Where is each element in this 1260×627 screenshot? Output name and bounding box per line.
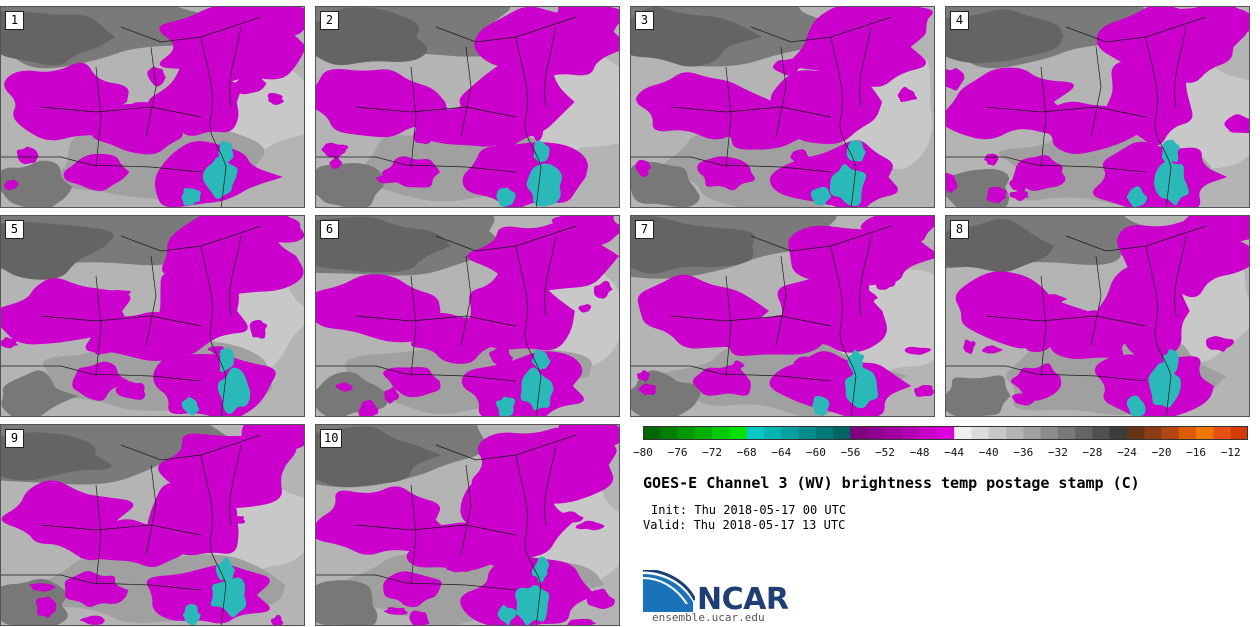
- init-time: Init: Thu 2018-05-17 00 UTC: [651, 503, 847, 517]
- water-vapor-map: [1, 216, 304, 416]
- colorbar-tick-label: −60: [805, 446, 826, 459]
- map-panel-7: 7: [630, 215, 935, 417]
- colorbar-segment: [746, 426, 765, 440]
- colorbar-segment: [988, 426, 1007, 440]
- map-panel-1: 1: [0, 6, 305, 208]
- water-vapor-map: [316, 425, 619, 625]
- colorbar-segment: [1213, 426, 1232, 440]
- colorbar-tick-label: −40: [978, 446, 999, 459]
- colorbar-segment: [1161, 426, 1180, 440]
- page-title: GOES-E Channel 3 (WV) brightness temp po…: [643, 474, 1140, 492]
- map-panel-5: 5: [0, 215, 305, 417]
- map-panel-2: 2: [315, 6, 620, 208]
- logo-wordmark: NCAR: [697, 582, 789, 617]
- panel-number: 2: [320, 11, 339, 30]
- colorbar-segment: [867, 426, 886, 440]
- colorbar-tick-label: −16: [1186, 446, 1207, 459]
- colorbar-segment: [694, 426, 713, 440]
- logo-url: ensemble.ucar.edu: [652, 611, 765, 624]
- panel-number: 7: [635, 220, 654, 239]
- colorbar-segment: [1144, 426, 1162, 440]
- colorbar-segment: [1057, 426, 1076, 440]
- colorbar-segment: [798, 426, 817, 440]
- panel-number: 5: [5, 220, 24, 239]
- panel-number: 1: [5, 11, 24, 30]
- panel-number: 6: [320, 220, 339, 239]
- colorbar-tick-label: −36: [1013, 446, 1034, 459]
- colorbar-tick-label: −48: [909, 446, 930, 459]
- colorbar-segment: [902, 426, 920, 440]
- colorbar-tick-label: −20: [1151, 446, 1172, 459]
- colorbar-segment: [919, 426, 938, 440]
- colorbar-segment: [815, 426, 834, 440]
- colorbar-segment: [781, 426, 799, 440]
- water-vapor-map: [1, 425, 304, 625]
- panel-number: 4: [950, 11, 969, 30]
- colorbar-segment: [729, 426, 748, 440]
- colorbar-segment: [1092, 426, 1111, 440]
- map-panel-9: 9: [0, 424, 305, 626]
- colorbar-segment: [1196, 426, 1214, 440]
- water-vapor-map: [316, 7, 619, 207]
- colorbar-tick-label: −68: [736, 446, 757, 459]
- panel-number: 3: [635, 11, 654, 30]
- colorbar-segment: [1040, 426, 1059, 440]
- colorbar-tick-label: −52: [875, 446, 895, 459]
- colorbar-tick-label: −24: [1117, 446, 1137, 459]
- water-vapor-map: [946, 216, 1249, 416]
- map-panel-3: 3: [630, 6, 935, 208]
- water-vapor-map: [946, 7, 1249, 207]
- valid-time: Valid: Thu 2018-05-17 13 UTC: [643, 518, 846, 532]
- water-vapor-map: [631, 216, 934, 416]
- colorbar-tick-label: −56: [840, 446, 861, 459]
- colorbar-tick-label: −76: [667, 446, 688, 459]
- panel-number: 9: [5, 429, 24, 448]
- colorbar-segment: [764, 426, 782, 440]
- colorbar-tick-label: −12: [1220, 446, 1241, 459]
- colorbar-segment: [660, 426, 678, 440]
- colorbar-segment: [833, 426, 851, 440]
- colorbar-segment: [643, 426, 661, 440]
- colorbar-tick-label: −28: [1082, 446, 1103, 459]
- colorbar-tick-label: −72: [702, 446, 723, 459]
- colorbar-segment: [885, 426, 903, 440]
- colorbar-tick-label: −64: [771, 446, 792, 459]
- colorbar-segment: [954, 426, 972, 440]
- colorbar-tick-label: −32: [1047, 446, 1068, 459]
- ncar-logo-icon: [643, 570, 695, 612]
- colorbar-segment: [1006, 426, 1024, 440]
- colorbar-segment: [677, 426, 696, 440]
- colorbar-segment: [1127, 426, 1145, 440]
- colorbar: [643, 426, 1248, 440]
- colorbar-segment: [712, 426, 730, 440]
- panel-number: 8: [950, 220, 969, 239]
- water-vapor-map: [631, 7, 934, 207]
- colorbar-segment: [850, 426, 869, 440]
- colorbar-segment: [1023, 426, 1041, 440]
- colorbar-segment: [971, 426, 990, 440]
- colorbar-segment: [1178, 426, 1197, 440]
- map-panel-10: 10: [315, 424, 620, 626]
- colorbar-segment: [1109, 426, 1128, 440]
- colorbar-segment: [936, 426, 955, 440]
- water-vapor-map: [316, 216, 619, 416]
- colorbar-segment: [1230, 426, 1248, 440]
- colorbar-tick-label: −44: [944, 446, 965, 459]
- panel-number: 10: [320, 429, 343, 448]
- colorbar-segment: [1075, 426, 1093, 440]
- water-vapor-map: [1, 7, 304, 207]
- map-panel-8: 8: [945, 215, 1250, 417]
- map-panel-4: 4: [945, 6, 1250, 208]
- colorbar-tick-label: −80: [633, 446, 653, 459]
- map-panel-6: 6: [315, 215, 620, 417]
